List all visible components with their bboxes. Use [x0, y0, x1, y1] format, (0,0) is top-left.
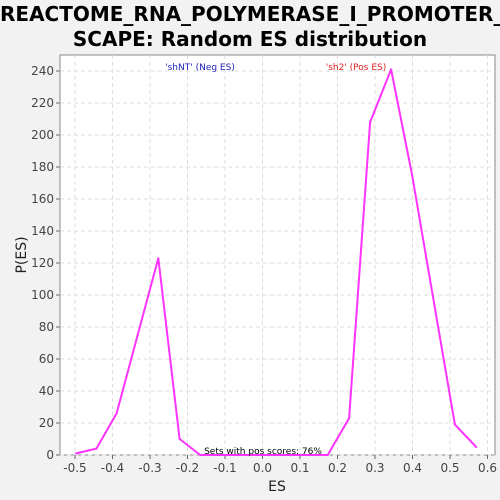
- y-tick-label: 80: [39, 320, 54, 334]
- series-group: [75, 68, 478, 456]
- y-tick-label: 180: [31, 160, 54, 174]
- data-point: [75, 452, 78, 455]
- axes: 0 20 40 60 80 100 120 140 160 180 200 220 240 -0.5 -0.…: [31, 64, 497, 475]
- chart-title-line-2: SCAPE: Random ES distribution: [72, 27, 428, 51]
- data-point: [390, 68, 393, 71]
- y-tick-label: 140: [31, 224, 54, 238]
- y-tick-label: 220: [31, 96, 54, 110]
- x-tick-label: 0.5: [440, 461, 459, 475]
- plot-area: [59, 54, 496, 456]
- x-tick-label: 0.2: [328, 461, 347, 475]
- x-axis-label: ES: [268, 479, 286, 495]
- x-tick-label: -0.2: [176, 461, 199, 475]
- y-tick-label: 240: [31, 64, 54, 78]
- x-tick-label: -0.5: [63, 461, 86, 475]
- y-axis-label: P(ES): [14, 236, 30, 273]
- data-point: [453, 423, 456, 426]
- x-tick-label: -0.3: [138, 461, 161, 475]
- data-point: [326, 454, 329, 456]
- y-tick-label: 20: [39, 416, 54, 430]
- data-point: [157, 257, 160, 260]
- x-tick-label: -0.4: [101, 461, 124, 475]
- data-point: [369, 121, 372, 124]
- data-point: [115, 412, 118, 415]
- x-tick-label: -0.1: [213, 461, 236, 475]
- x-tick-label: 0.6: [478, 461, 497, 475]
- annotation-pos-scores: Sets with pos scores: 76%: [204, 447, 322, 457]
- y-tick-label: 120: [31, 256, 54, 270]
- y-tick-label: 60: [39, 352, 54, 366]
- data-point: [411, 174, 414, 176]
- y-tick-label: 100: [31, 288, 54, 302]
- grid-lines: [60, 55, 495, 456]
- data-point: [348, 417, 351, 420]
- x-tick-label: 0.3: [365, 461, 384, 475]
- legend-neg-es: 'shNT' (Neg ES): [165, 63, 235, 73]
- x-tick-label: 0.0: [253, 461, 272, 475]
- data-point: [178, 438, 181, 440]
- data-point: [199, 454, 202, 456]
- chart-title-line-1: REACTOME_RNA_POLYMERASE_I_PROMOTER_E: [0, 2, 500, 26]
- x-tick-label: 0.1: [290, 461, 309, 475]
- chart-title: REACTOME_RNA_POLYMERASE_I_PROMOTER_E SCA…: [0, 0, 500, 52]
- data-point: [95, 447, 98, 450]
- legend-pos-es: 'sh2' (Pos ES): [326, 63, 387, 73]
- y-tick-label: 200: [31, 128, 54, 142]
- y-tick-label: 40: [39, 384, 54, 398]
- data-point: [475, 446, 478, 448]
- x-tick-label: 0.4: [403, 461, 422, 475]
- y-tick-label: 0: [46, 448, 54, 462]
- y-tick-label: 160: [31, 192, 54, 206]
